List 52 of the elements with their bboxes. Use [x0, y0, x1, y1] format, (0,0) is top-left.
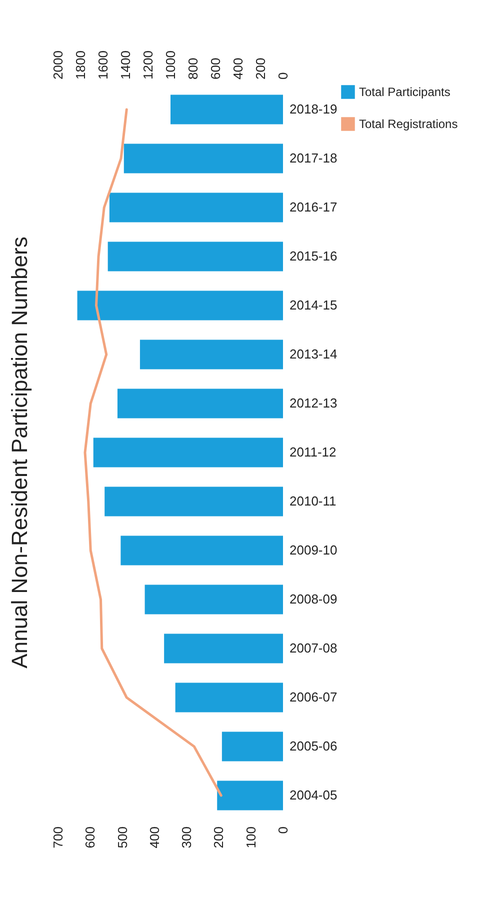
bar: [104, 486, 283, 516]
y-tick-label: 2004-05: [290, 788, 338, 802]
y-tick-label: 2005-06: [290, 738, 338, 754]
y-tick-label: 2016-17: [290, 200, 338, 214]
y-tick-label: 2017-18: [290, 150, 338, 166]
x2-tick-label: 1400: [118, 50, 133, 80]
x-tick-label: 200: [211, 826, 226, 848]
x-tick-label: 0: [276, 826, 290, 834]
bar: [109, 192, 283, 222]
x2-tick-label: 1600: [96, 50, 110, 80]
x2-tick-label: 1200: [140, 50, 156, 80]
x2-tick-label: 200: [253, 58, 268, 80]
x-tick-label: 100: [243, 826, 258, 848]
y-tick-label: 2006-07: [290, 690, 338, 704]
bar: [140, 340, 283, 370]
x-tick-label: 600: [82, 826, 98, 848]
x2-tick-label: 1800: [73, 50, 88, 80]
bar: [164, 634, 283, 664]
bar: [93, 438, 283, 468]
y-tick-label: 2008-09: [290, 592, 338, 606]
y-tick-label: 2007-08: [290, 640, 338, 656]
bar: [175, 682, 283, 712]
x2-tick-label: 2000: [50, 50, 66, 80]
bar: [120, 536, 283, 566]
text: Annual Non-Resident Participation Numbers: [7, 236, 32, 668]
x-tick-label: 700: [50, 826, 66, 848]
bar: [144, 584, 283, 614]
bar: [217, 780, 283, 810]
y-tick-label: 2013-14: [290, 346, 338, 362]
x-tick-label: 500: [114, 826, 130, 848]
y-tick-label: 2010-11: [290, 494, 336, 508]
legend-label: Total Participants: [359, 85, 450, 99]
y-tick-label: 2014-15: [290, 298, 338, 312]
bar: [117, 388, 283, 418]
bar: [222, 732, 283, 762]
y-tick-label: 2009-10: [290, 542, 338, 558]
x2-tick-label: 0: [276, 72, 290, 80]
y-tick-label: 2011-12: [290, 444, 336, 460]
y-tick-label: 2018-19: [290, 102, 338, 116]
bar: [77, 290, 283, 320]
bar: [108, 242, 283, 272]
y-tick-label: 2015-16: [290, 248, 338, 264]
legend-label: Total Registrations: [359, 117, 458, 131]
x-tick-label: 300: [179, 826, 194, 848]
bar: [170, 94, 283, 124]
x2-tick-label: 400: [230, 58, 246, 80]
bar: [124, 144, 283, 174]
x2-tick-label: 600: [208, 58, 223, 80]
x2-tick-label: 1000: [163, 50, 178, 80]
y-tick-label: 2012-13: [290, 396, 338, 410]
x-tick-label: 400: [146, 826, 162, 848]
x2-tick-label: 800: [186, 58, 200, 80]
